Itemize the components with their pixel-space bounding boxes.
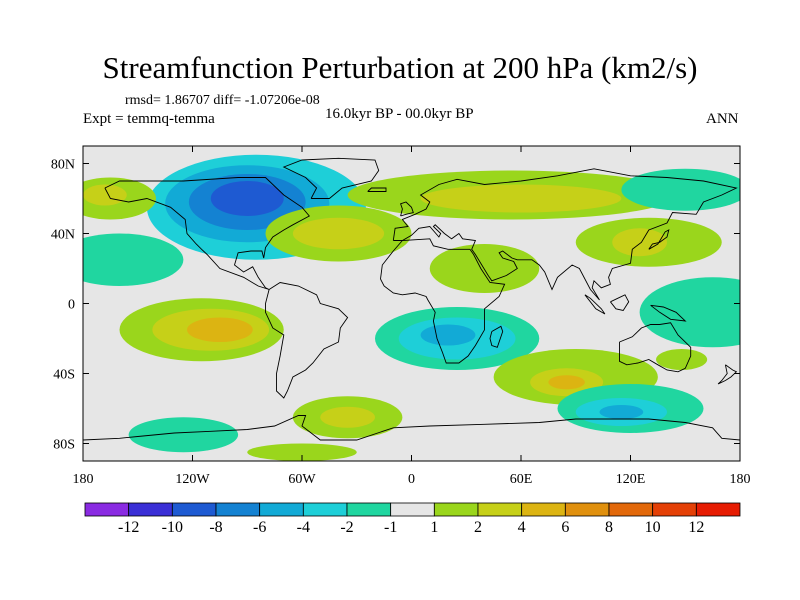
x-tick-label: 0 xyxy=(408,472,415,487)
colorbar-label: 6 xyxy=(561,519,569,536)
colorbar-label: -8 xyxy=(209,519,222,536)
colorbar-swatch-lev_4 xyxy=(521,502,566,517)
season-label: ANN xyxy=(706,111,739,127)
colorbar-swatch-lev_12 xyxy=(695,502,741,517)
coastline-australia xyxy=(619,322,692,373)
x-tick-label: 60E xyxy=(510,472,533,487)
anomaly-region-north-america-low-core xyxy=(210,181,284,216)
anomaly-region-north-pacific-east-ridge-core xyxy=(83,184,127,206)
x-tick-label: 60W xyxy=(288,472,316,487)
anomaly-region-south-indian-ridge-peak xyxy=(548,375,585,390)
anomaly-region-north-pacific-trough xyxy=(83,233,184,286)
colorbar-label: 4 xyxy=(518,519,526,536)
anomaly-region-tropical-east-pacific-ridge-core xyxy=(187,317,253,342)
y-tick-label: 0 xyxy=(68,298,75,313)
colorbar-swatch-lev_1 xyxy=(433,502,479,517)
coastline-sumatra xyxy=(584,294,606,315)
colorbar-label: 10 xyxy=(645,519,661,536)
colorbar-label: 8 xyxy=(605,519,613,536)
coastline-layer xyxy=(83,157,740,441)
colorbar-label: 12 xyxy=(688,519,704,536)
anomaly-region-australia-south-low-core xyxy=(599,405,644,419)
colorbar-swatch-neutral xyxy=(390,502,435,517)
coastline-north-america xyxy=(104,177,311,290)
colorbar-label: -4 xyxy=(297,519,310,536)
x-tick-label: 180 xyxy=(730,472,751,487)
colorbar-swatch-lev_m12 xyxy=(84,502,130,517)
colorbar-label: -6 xyxy=(253,519,266,536)
coastline-eurasia xyxy=(392,168,738,301)
coastline-africa xyxy=(380,238,506,364)
anomaly-region-arabia-ridge xyxy=(429,244,540,293)
y-tick-label: 80S xyxy=(53,438,75,453)
coastline-south-america xyxy=(265,282,349,399)
anomaly-region-west-pacific-ridge-core xyxy=(612,228,667,257)
x-tick-label: 120E xyxy=(616,472,646,487)
anomaly-region-south-atlantic-africa-low-core xyxy=(420,324,476,346)
anomaly-region-south-pacific-ridge xyxy=(656,349,708,370)
colorbar-label: -1 xyxy=(384,519,397,536)
coastline-antarctica xyxy=(83,415,740,441)
coastline-british-isles xyxy=(400,201,414,217)
colorbar-label: 1 xyxy=(430,519,438,536)
x-tick-label: 120W xyxy=(175,472,210,487)
coastline-new-guinea xyxy=(650,304,687,322)
time-period-label: 16.0kyr BP - 00.0kyr BP xyxy=(325,106,474,122)
anomaly-fill-layer xyxy=(83,154,740,461)
colorbar: -12 -10 -8 -6 -4 -2 -1 1 2 4 6 8 10 12 xyxy=(84,502,741,536)
colorbar-swatch-lev_6 xyxy=(564,502,610,517)
y-axis: 80N 40N 0 40S 80S xyxy=(51,158,740,453)
colorbar-swatch-lev_2 xyxy=(477,502,523,517)
colorbar-swatch-lev_m2 xyxy=(302,502,348,517)
colorbar-swatch-lev_m6 xyxy=(215,502,261,517)
y-tick-label: 40S xyxy=(53,368,75,383)
coastline-borneo xyxy=(610,294,630,312)
experiment-label: Expt = temmq-temma xyxy=(83,111,215,127)
anomaly-region-antarctic-coast-ridge xyxy=(247,443,357,461)
colorbar-label: -12 xyxy=(118,519,139,536)
colorbar-swatch-lev_10 xyxy=(652,502,697,517)
colorbar-swatch-lev_m10 xyxy=(128,502,173,517)
x-tick-label: 180 xyxy=(73,472,94,487)
colorbar-swatch-lev_m4 xyxy=(259,502,304,517)
y-tick-label: 80N xyxy=(51,158,75,173)
coastline-greenland xyxy=(282,157,380,199)
colorbar-label: -2 xyxy=(340,519,353,536)
colorbar-swatch-lev_m1 xyxy=(346,502,392,517)
coastline-iceland xyxy=(367,187,387,192)
chart-title: Streamfunction Perturbation at 200 hPa (… xyxy=(102,50,698,85)
x-axis: 180 120W 60W 0 60E 120E 180 xyxy=(73,146,751,487)
coastline-new-zealand xyxy=(717,364,738,385)
y-tick-label: 40N xyxy=(51,228,75,243)
coastline-japan xyxy=(648,229,670,250)
anomaly-region-southeast-pacific-low xyxy=(128,417,239,453)
colorbar-swatch-lev_m8 xyxy=(171,502,217,517)
anomaly-region-west-pacific-tropical-trough xyxy=(639,277,740,348)
rmsd-stats: rmsd= 1.86707 diff= -1.07206e-08 xyxy=(125,93,320,108)
colorbar-swatch-lev_8 xyxy=(608,502,654,517)
colorbar-label: 2 xyxy=(474,519,482,536)
anomaly-region-south-atlantic-ridge-core xyxy=(320,406,375,428)
anomaly-region-eurasia-ridge-core xyxy=(420,184,622,213)
anomaly-region-north-atlantic-ridge-core xyxy=(292,217,385,250)
colorbar-label: -10 xyxy=(162,519,183,536)
coastline-madagascar xyxy=(489,325,504,348)
anomaly-region-arctic-pacific-trough xyxy=(621,168,740,211)
